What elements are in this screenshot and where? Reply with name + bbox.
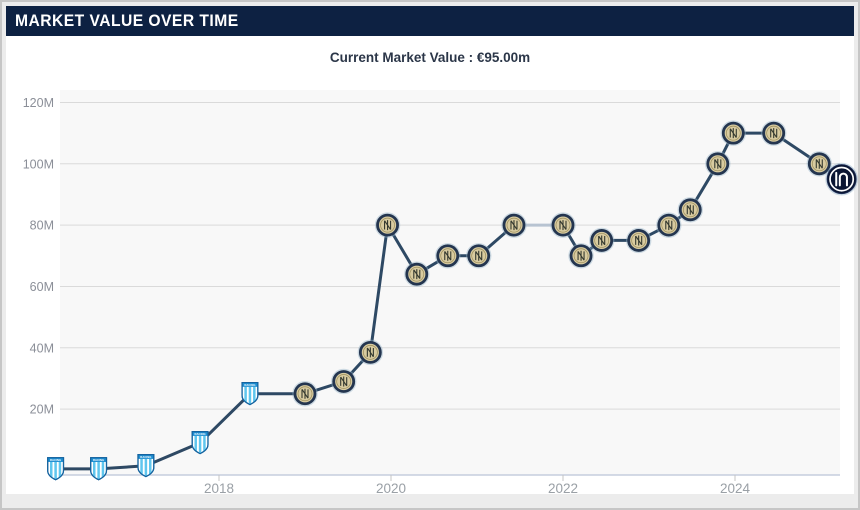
data-point-inter-milan-old-crest[interactable] xyxy=(705,151,731,177)
racing-crest-label: RACING xyxy=(194,432,205,436)
data-point-inter-milan-old-crest[interactable] xyxy=(357,339,384,366)
data-point-inter-milan-old-crest[interactable] xyxy=(435,243,461,269)
current-market-value-label: Current Market Value : €95.00m xyxy=(329,50,531,65)
data-point-inter-milan-old-crest[interactable] xyxy=(625,227,652,254)
data-point-inter-milan-old-crest[interactable] xyxy=(656,212,682,238)
data-point-inter-milan-old-crest[interactable] xyxy=(589,227,615,254)
data-point-racing-club-crest[interactable]: RACING xyxy=(90,457,108,481)
data-point-inter-milan-old-crest[interactable] xyxy=(806,151,832,177)
data-point-inter-milan-old-crest[interactable] xyxy=(501,212,527,238)
market-value-panel: MARKET VALUE OVER TIME Current Market Va… xyxy=(6,6,854,494)
racing-crest-label: RACING xyxy=(50,458,61,462)
data-point-racing-club-crest[interactable]: RACING xyxy=(241,381,259,406)
data-point-inter-milan-old-crest[interactable] xyxy=(761,120,787,146)
data-point-inter-milan-old-crest[interactable] xyxy=(550,212,576,238)
panel-title: MARKET VALUE OVER TIME xyxy=(15,11,239,30)
data-point-inter-milan-old-crest[interactable] xyxy=(720,120,746,146)
data-point-racing-club-crest[interactable]: RACING xyxy=(191,431,209,455)
data-point-inter-milan-old-crest[interactable] xyxy=(404,261,430,287)
data-point-inter-milan-old-crest[interactable] xyxy=(677,197,703,223)
data-point-inter-milan-old-crest[interactable] xyxy=(568,243,594,269)
panel-header: MARKET VALUE OVER TIME xyxy=(6,6,854,36)
racing-crest-label: RACING xyxy=(244,383,255,387)
racing-crest-label: RACING xyxy=(140,455,151,459)
data-point-racing-club-crest[interactable]: RACING xyxy=(137,454,155,478)
data-point-inter-milan-old-crest[interactable] xyxy=(331,368,357,395)
racing-crest-label: RACING xyxy=(93,458,104,462)
data-point-inter-milan-old-crest[interactable] xyxy=(466,243,492,269)
data-point-inter-milan-old-crest[interactable] xyxy=(292,381,318,407)
data-point-inter-milan-crest-current[interactable] xyxy=(825,162,858,196)
data-point-racing-club-crest[interactable]: RACING xyxy=(47,457,65,481)
data-point-inter-milan-old-crest[interactable] xyxy=(374,212,401,238)
